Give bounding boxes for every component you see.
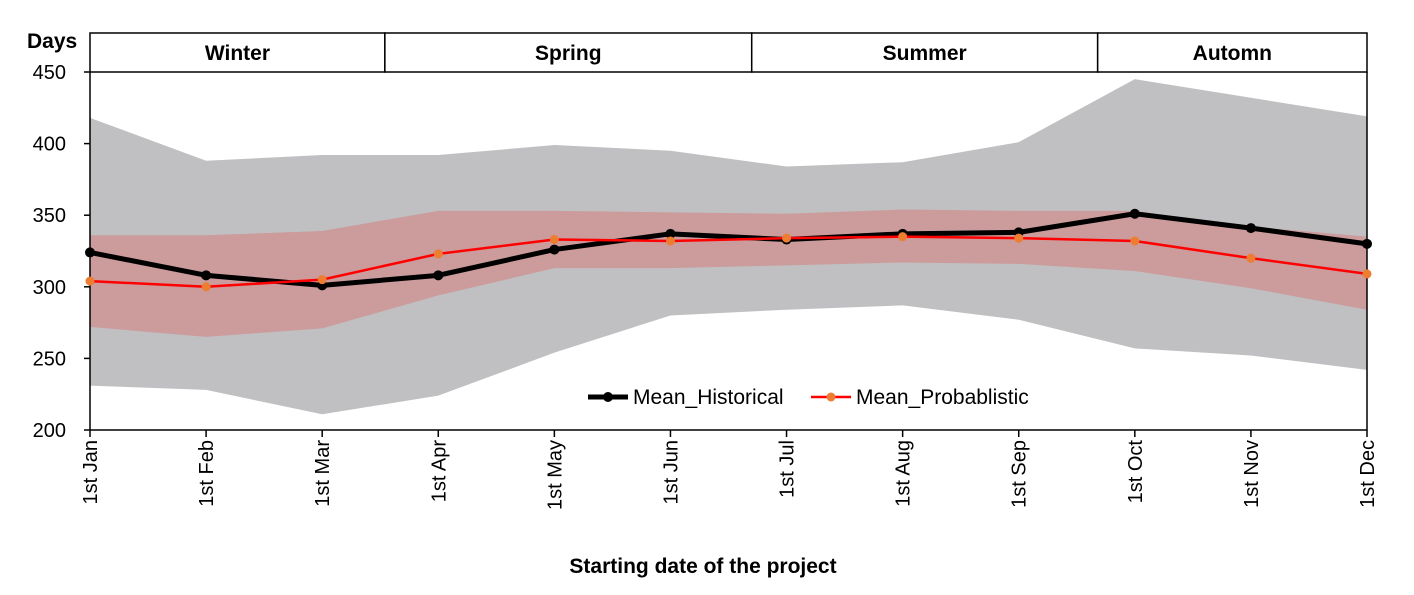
y-axis: 200 250 300 350 400 450 <box>33 62 90 442</box>
point-mean-probablistic <box>317 275 327 285</box>
season-box-summer <box>750 32 1099 73</box>
season-box-spring <box>384 32 753 73</box>
y-tick-label: 300 <box>33 277 66 299</box>
legend: Mean_Historical Mean_Probablistic <box>588 386 1029 409</box>
x-tick-label: 1st Nov <box>1241 440 1263 508</box>
x-tick-label: 1st Jan <box>80 440 102 504</box>
x-tick-label: 1st Feb <box>196 440 218 507</box>
y-tick-label: 350 <box>33 205 66 227</box>
legend-label-mean-probablistic: Mean_Probablistic <box>856 386 1029 409</box>
x-tick-label: 1st Jun <box>660 440 682 504</box>
point-mean-historical <box>1129 208 1140 219</box>
x-axis: 1st Jan 1st Feb 1st Mar 1st Apr 1st May 1st J… <box>80 430 1379 510</box>
x-tick-label: 1st Apr <box>428 440 450 503</box>
inner-range-band <box>90 209 1367 337</box>
legend-label-mean-historical: Mean_Historical <box>633 386 784 409</box>
point-mean-probablistic <box>1362 269 1372 279</box>
y-tick-label: 450 <box>33 62 66 84</box>
point-mean-historical <box>665 228 676 239</box>
point-mean-historical <box>1245 223 1256 234</box>
point-mean-probablistic <box>1246 253 1256 263</box>
x-tick-label: 1st May <box>544 440 566 510</box>
point-mean-probablistic <box>85 276 95 286</box>
point-mean-probablistic <box>782 233 792 243</box>
x-tick-label: 1st Oct <box>1125 440 1147 504</box>
y-tick-label: 200 <box>33 420 66 442</box>
point-mean-historical <box>85 247 95 258</box>
season-box-automn <box>1096 32 1368 73</box>
season-label-winter: Winter <box>205 42 270 65</box>
x-tick-label: 1st Mar <box>312 440 334 507</box>
season-label-summer: Summer <box>883 42 967 65</box>
point-mean-probablistic <box>549 235 559 245</box>
season-label-automn: Automn <box>1193 42 1272 65</box>
point-mean-historical <box>1362 238 1372 249</box>
y-tick-label: 400 <box>33 134 66 156</box>
season-header: Winter Spring Summer Automn <box>89 32 1368 73</box>
x-axis-title: Starting date of the project <box>569 555 836 578</box>
x-tick-label: 1st Dec <box>1357 440 1379 508</box>
point-mean-probablistic <box>665 236 675 246</box>
x-tick-label: 1st Jul <box>777 440 799 498</box>
y-tick-label: 250 <box>33 348 66 370</box>
season-label-spring: Spring <box>535 42 602 65</box>
legend-marker-mean-probablistic <box>826 392 836 402</box>
uncertainty-bands <box>90 79 1367 415</box>
series-line-mean-historical <box>89 211 1368 288</box>
point-mean-historical <box>201 270 212 281</box>
series-line-mean-probablistic <box>89 235 1368 289</box>
x-tick-label: 1st Aug <box>893 440 915 507</box>
point-mean-probablistic <box>1014 233 1024 243</box>
point-mean-historical <box>433 270 444 281</box>
x-tick-label: 1st Sep <box>1009 440 1031 508</box>
point-mean-historical <box>549 244 560 255</box>
point-mean-probablistic <box>898 232 908 242</box>
point-mean-probablistic <box>1130 236 1140 246</box>
series-lines <box>85 208 1372 292</box>
legend-marker-mean-historical <box>603 392 613 402</box>
point-mean-probablistic <box>433 249 443 259</box>
point-mean-probablistic <box>201 282 211 292</box>
y-axis-title: Days <box>27 30 77 53</box>
